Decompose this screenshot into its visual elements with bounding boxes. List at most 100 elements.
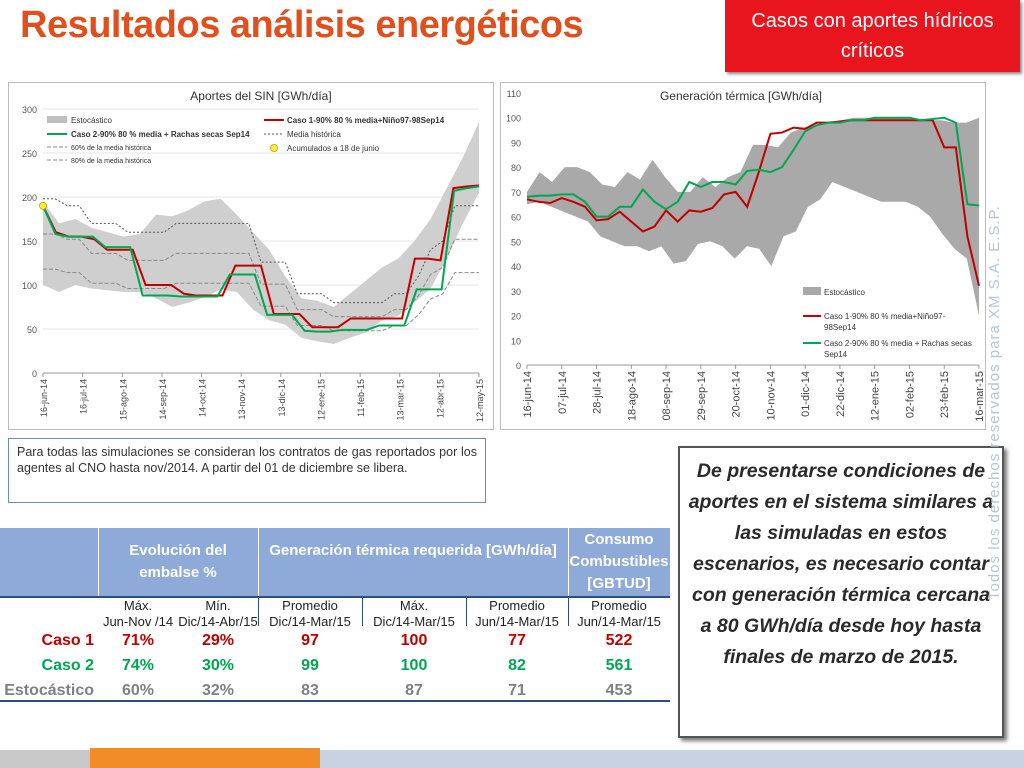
table-cell: 453 bbox=[605, 682, 633, 699]
table-subheader: Promedio Dic/14-Mar/15 bbox=[269, 598, 351, 629]
table-cell: 71 bbox=[508, 682, 526, 699]
table-header: Evolución del embalse % Generación térmi… bbox=[0, 528, 670, 596]
legend-label-acumulados: Acumulados a 18 de junio bbox=[287, 144, 380, 153]
table-subheader: Máx. Jun-Nov /14 bbox=[102, 598, 174, 629]
legend-label-caso-2-line-1: Caso 2-90% 80 % media + Rachas secas bbox=[824, 339, 972, 348]
series-caso-2 bbox=[526, 116, 980, 218]
series-caso-1 bbox=[526, 119, 980, 287]
series-caso-2 bbox=[42, 185, 480, 333]
x-tick-label: 14-sep-14 bbox=[158, 379, 168, 420]
table-cell: 100 bbox=[400, 632, 428, 649]
y-tick-label: 60 bbox=[511, 213, 521, 223]
chart-title: Generación térmica [GWh/día] bbox=[660, 89, 822, 103]
chart-aportes-svg: Aportes del SIN [GWh/día] 0 50 100 150 200 250… bbox=[22, 89, 485, 422]
table-cell: 522 bbox=[605, 632, 633, 649]
y-tick-label: 40 bbox=[511, 262, 521, 272]
x-tick-label: 16-jul-14 bbox=[79, 379, 89, 414]
x-tick-label: 13-mar-15 bbox=[396, 379, 406, 421]
y-tick-label: 70 bbox=[511, 188, 521, 198]
table-cell: 77 bbox=[508, 632, 526, 649]
legend-swatch-estocastico bbox=[803, 287, 821, 295]
x-tick-label: 08-sep-14 bbox=[661, 371, 673, 421]
table-subheader: Máx. Dic/14-Mar/15 bbox=[373, 598, 455, 629]
y-tick-label: 20 bbox=[511, 312, 521, 322]
y-tick-label: 90 bbox=[511, 138, 521, 148]
table-cell: 99 bbox=[301, 657, 319, 674]
x-tick-label: 12-ene-15 bbox=[870, 371, 882, 421]
footer-bar bbox=[0, 748, 1024, 768]
series-estocastico-band bbox=[43, 122, 479, 344]
table-subheader: Promedio Jun/14-Mar/15 bbox=[475, 598, 559, 629]
x-tick-label: 16-jun-14 bbox=[522, 371, 534, 417]
table-cell: 83 bbox=[301, 682, 319, 699]
legend-label-caso-1: Caso 1-90% 80 % media+Niño97- 98Sep14 bbox=[824, 312, 946, 332]
y-tick-label: 10 bbox=[511, 336, 521, 346]
table-subheader: Mín. Dic/14-Abr/15 bbox=[178, 598, 258, 629]
y-tick-label: 110 bbox=[507, 89, 521, 99]
y-tick-label: 0 bbox=[32, 369, 37, 379]
y-tick-label: 150 bbox=[22, 237, 37, 247]
table-row-label: Caso 2 bbox=[41, 657, 94, 674]
x-tick-label: 28-jul-14 bbox=[592, 371, 604, 414]
legend-swatch-estocastico bbox=[47, 116, 67, 123]
legend-label-caso-2: Caso 2-90% 80 % media + Rachas secas Sep… bbox=[71, 130, 250, 139]
x-tick-label: 12-ene-15 bbox=[316, 379, 326, 420]
series-caso-1 bbox=[42, 184, 480, 329]
y-tick-label: 300 bbox=[22, 105, 37, 115]
chart-generacion-svg: Generación térmica [GWh/día] 0 10 20 30 40 50 6… bbox=[506, 89, 986, 422]
x-tick-label: 01-dic-14 bbox=[800, 371, 812, 417]
series-60-media bbox=[43, 268, 479, 332]
header-generacion: Generación térmica requerida [GWh/día] bbox=[269, 542, 557, 559]
legend-label-caso-2-line-2: Sep14 bbox=[824, 350, 848, 359]
table-cell: 100 bbox=[400, 657, 428, 674]
chart-aportes-legend: Estocástico Caso 1-90% 80 % media+Niño97-… bbox=[47, 116, 445, 165]
page-title: Resultados análisis energéticos bbox=[20, 4, 584, 46]
series-estocastico-band bbox=[527, 117, 979, 316]
legend-swatch-acumulados bbox=[270, 144, 278, 152]
table-row-label: Caso 1 bbox=[41, 632, 94, 649]
watermark: Todos los derechos reservados para XM S.… bbox=[986, 205, 1003, 600]
y-tick-label: 250 bbox=[22, 149, 37, 159]
note-box: Para todas las simulaciones se considera… bbox=[8, 438, 486, 503]
chart-generacion: Generación térmica [GWh/día] 0 10 20 30 40 50 6… bbox=[500, 82, 986, 430]
y-tick-label: 100 bbox=[22, 281, 37, 291]
y-tick-label: 30 bbox=[511, 287, 521, 297]
x-tick-label: 15-ago-14 bbox=[118, 379, 128, 420]
y-tick-label: 0 bbox=[516, 361, 521, 371]
y-tick-label: 80 bbox=[511, 163, 521, 173]
legend-label-caso-1-line-2: 98Sep14 bbox=[824, 323, 857, 332]
legend-label-60: 60% de la media histórica bbox=[71, 145, 151, 152]
y-tick-label: 100 bbox=[506, 114, 521, 124]
x-tick-label: 13-dic-14 bbox=[277, 379, 287, 417]
table-cell: 60% bbox=[121, 682, 155, 699]
table-cell: 71% bbox=[121, 632, 155, 649]
table-cell: 82 bbox=[508, 657, 526, 674]
chart-generacion-legend: Estocástico Caso 1-90% 80 % media+Niño97-… bbox=[803, 287, 972, 359]
x-tick-label: 23-feb-15 bbox=[939, 371, 951, 418]
legend-label-caso-1-line-1: Caso 1-90% 80 % media+Niño97- bbox=[824, 312, 946, 321]
table-cell: 74% bbox=[121, 657, 155, 674]
y-tick-label: 50 bbox=[27, 325, 37, 335]
y-tick-label: 50 bbox=[511, 237, 521, 247]
x-tick-label: 02-feb-15 bbox=[904, 371, 916, 418]
x-tick-label: 12-abr-15 bbox=[435, 379, 445, 418]
table-row-label: Estocástico bbox=[4, 682, 94, 699]
chart-aportes: Aportes del SIN [GWh/día] 0 50 100 150 200 250… bbox=[8, 82, 494, 430]
x-tick-label: 29-sep-14 bbox=[696, 371, 708, 421]
x-tick-label: 20-oct-14 bbox=[731, 371, 743, 417]
chart-title: Aportes del SIN [GWh/día] bbox=[190, 89, 331, 103]
x-tick-label: 16-mar-15 bbox=[974, 371, 985, 422]
legend-label-media: Media histórica bbox=[287, 130, 341, 139]
x-tick-label: 13-nov-14 bbox=[237, 379, 247, 420]
table-cell: 561 bbox=[605, 657, 633, 674]
legend-label-caso-1: Caso 1-90% 80 % media+Niño97-98Sep14 bbox=[287, 116, 445, 125]
x-tick-label: 12-may-15 bbox=[475, 379, 485, 422]
table-cell: 97 bbox=[301, 632, 319, 649]
legend-label-caso-2: Caso 2-90% 80 % media + Rachas secas Sep1… bbox=[824, 339, 972, 359]
table-cell: 87 bbox=[405, 682, 423, 699]
header-consumo: Consumo Combustibles [GBTUD] bbox=[569, 531, 669, 592]
x-tick-label: 14-oct-14 bbox=[198, 379, 208, 417]
table-cell: 32% bbox=[201, 682, 235, 699]
table-cell: 30% bbox=[201, 657, 235, 674]
x-tick-label: 07-jul-14 bbox=[557, 371, 569, 414]
